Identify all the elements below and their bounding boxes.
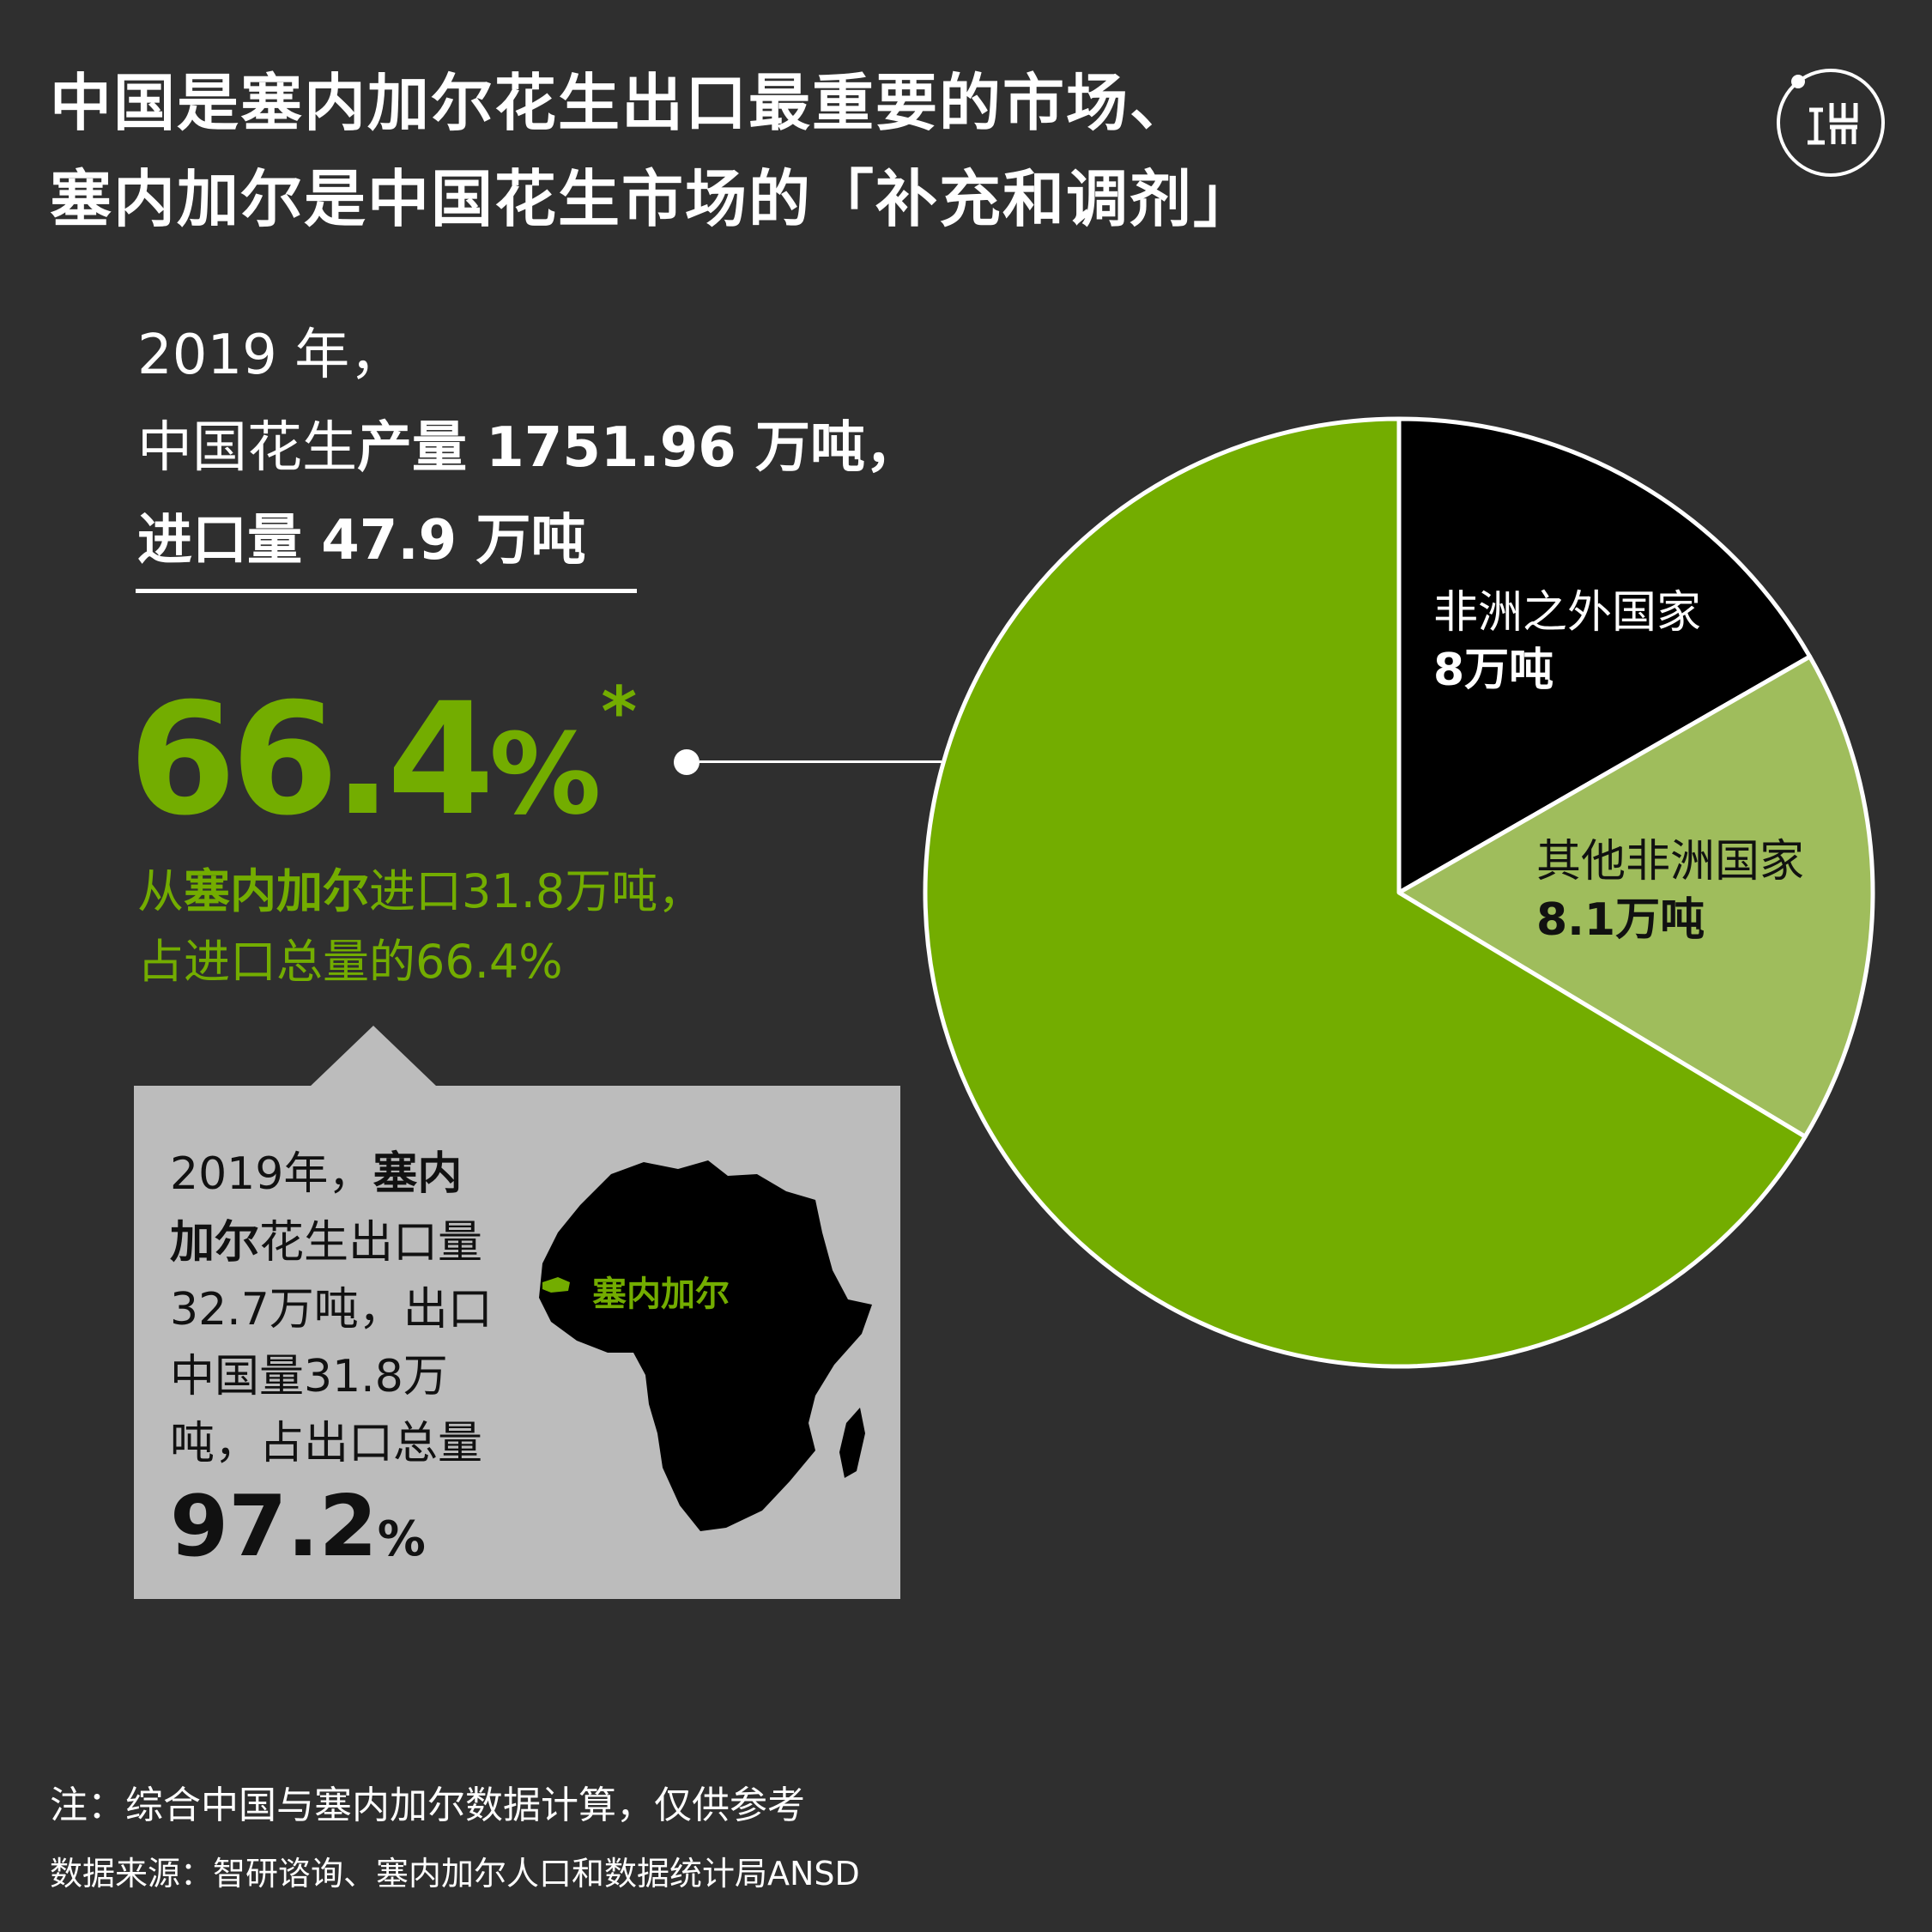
box-line-2-normal: 花生出口量 xyxy=(259,1217,483,1269)
export-share-percent: 97.2% xyxy=(170,1485,426,1569)
intro-imports: 进口量 47.9 万吨 xyxy=(137,509,586,572)
slice-label-non-africa: 非洲之外国家 xyxy=(1433,587,1702,639)
box-line-1: 2019年，塞内 xyxy=(170,1152,462,1196)
import-share-line: 占进口总量的66.4% xyxy=(137,935,563,989)
africa-map-icon xyxy=(539,1160,872,1531)
pie-chart xyxy=(923,416,1875,1369)
box-line-2-bold: 加尔 xyxy=(170,1217,260,1269)
intro-production-prefix: 中国花生 xyxy=(137,416,357,480)
data-source: 数据来源：智研谘询、塞内加尔人口和数据统计局ANSD xyxy=(50,1855,860,1893)
pie-slices xyxy=(923,416,1875,1369)
title-line-2: 塞内加尔是中国花生市场的「补充和调剂」 xyxy=(50,163,1257,235)
asterisk: * xyxy=(601,672,638,752)
callout-dot xyxy=(674,749,700,775)
intro-year: 2019 年， xyxy=(137,324,405,387)
box-line-1-bold: 塞内 xyxy=(372,1148,463,1200)
slice-value-other-africa: 8.1万吨 xyxy=(1536,894,1705,946)
intro-production: 中国花生产量 1751.96 万吨， xyxy=(137,421,920,475)
from-senegal: 塞内加尔 xyxy=(184,864,369,918)
senegal-map-label: 塞内加尔 xyxy=(592,1275,730,1314)
box-line-3: 32.7万吨，出口 xyxy=(170,1284,493,1335)
box-line-1-year: 2019年， xyxy=(170,1148,373,1200)
from-prefix: 从 xyxy=(137,864,184,918)
box-line-5: 吨，占出口总量 xyxy=(170,1418,483,1469)
senegal-share-percent: 66.4%* xyxy=(129,678,637,838)
percent-sign: % xyxy=(489,709,602,839)
pie-slice-senegal xyxy=(923,416,1808,1369)
export-share-sign: % xyxy=(377,1511,426,1567)
box-line-4: 中国量31.8万 xyxy=(170,1351,448,1402)
pie-slice-other-africa xyxy=(1396,654,1875,1139)
logo-dot xyxy=(1791,75,1805,88)
title-line-1: 中国是塞内加尔花生出口最重要的市场、 xyxy=(50,67,1194,139)
box-pointer xyxy=(309,1026,438,1087)
callout-line xyxy=(700,760,942,763)
slice-label-other-africa: 其他非洲国家 xyxy=(1536,836,1805,887)
box-line-2: 加尔花生出口量 xyxy=(170,1220,482,1265)
pie-slice-non-africa xyxy=(1396,416,1813,895)
export-share-number: 97.2 xyxy=(170,1478,378,1576)
senegal-share-number: 66.4 xyxy=(129,670,494,850)
senegal-import-line: 从塞内加尔进口31.8万吨， xyxy=(137,869,704,915)
slice-value-non-africa: 8万吨 xyxy=(1433,645,1554,696)
senegal-shape xyxy=(542,1277,570,1293)
intro-underline xyxy=(136,589,637,593)
intro-production-value: 产量 1751.96 万吨， xyxy=(357,416,921,480)
from-suffix: 进口31.8万吨， xyxy=(369,864,705,918)
footnote: 注：综合中国与塞内加尔数据计算，仅供参考 xyxy=(50,1784,805,1827)
duan-logo-icon xyxy=(1777,69,1885,177)
